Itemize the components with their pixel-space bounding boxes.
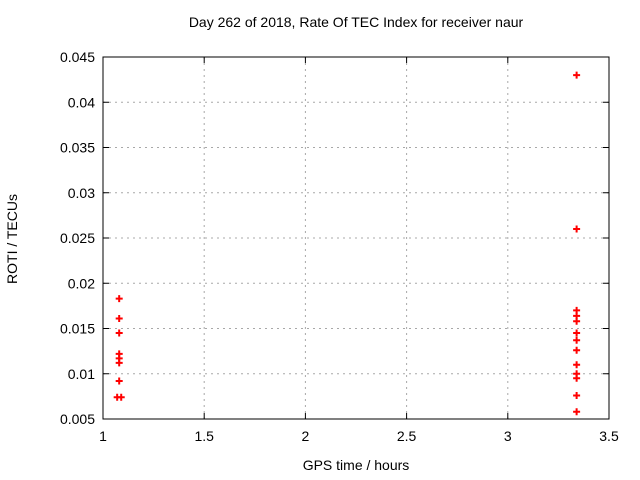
data-point-marker	[573, 408, 581, 416]
data-point-marker	[115, 329, 123, 337]
y-tick-label: 0.035	[60, 140, 95, 156]
data-point-marker	[573, 336, 581, 344]
data-point-marker	[115, 377, 123, 385]
data-point-marker	[573, 391, 581, 399]
chart-title: Day 262 of 2018, Rate Of TEC Index for r…	[188, 14, 524, 30]
data-point-marker	[573, 374, 581, 382]
y-tick-label: 0.005	[60, 411, 95, 427]
data-point-marker	[573, 225, 581, 233]
x-tick-label: 3.5	[599, 428, 619, 444]
y-tick-label: 0.025	[60, 230, 95, 246]
x-tick-label: 1	[99, 428, 107, 444]
plot-frame	[102, 56, 610, 420]
data-point-marker	[573, 317, 581, 325]
data-point-marker	[573, 361, 581, 369]
x-tick-label: 1.5	[194, 428, 214, 444]
y-tick-label: 0.045	[60, 49, 95, 65]
data-point-marker	[117, 393, 125, 401]
x-tick-label: 2	[302, 428, 310, 444]
x-tick-label: 3	[504, 428, 512, 444]
data-point-marker	[573, 346, 581, 354]
data-point-marker	[115, 315, 123, 323]
data-point-marker	[573, 71, 581, 79]
data-point-marker	[115, 295, 123, 303]
data-point-marker	[573, 329, 581, 337]
y-tick-label: 0.01	[68, 366, 95, 382]
y-tick-label: 0.015	[60, 321, 95, 337]
y-tick-label: 0.02	[68, 275, 95, 291]
data-point-marker	[115, 359, 123, 367]
y-tick-label: 0.04	[68, 94, 95, 110]
x-tick-label: 2.5	[397, 428, 417, 444]
y-tick-label: 0.03	[68, 185, 95, 201]
x-axis-label: GPS time / hours	[302, 457, 410, 473]
